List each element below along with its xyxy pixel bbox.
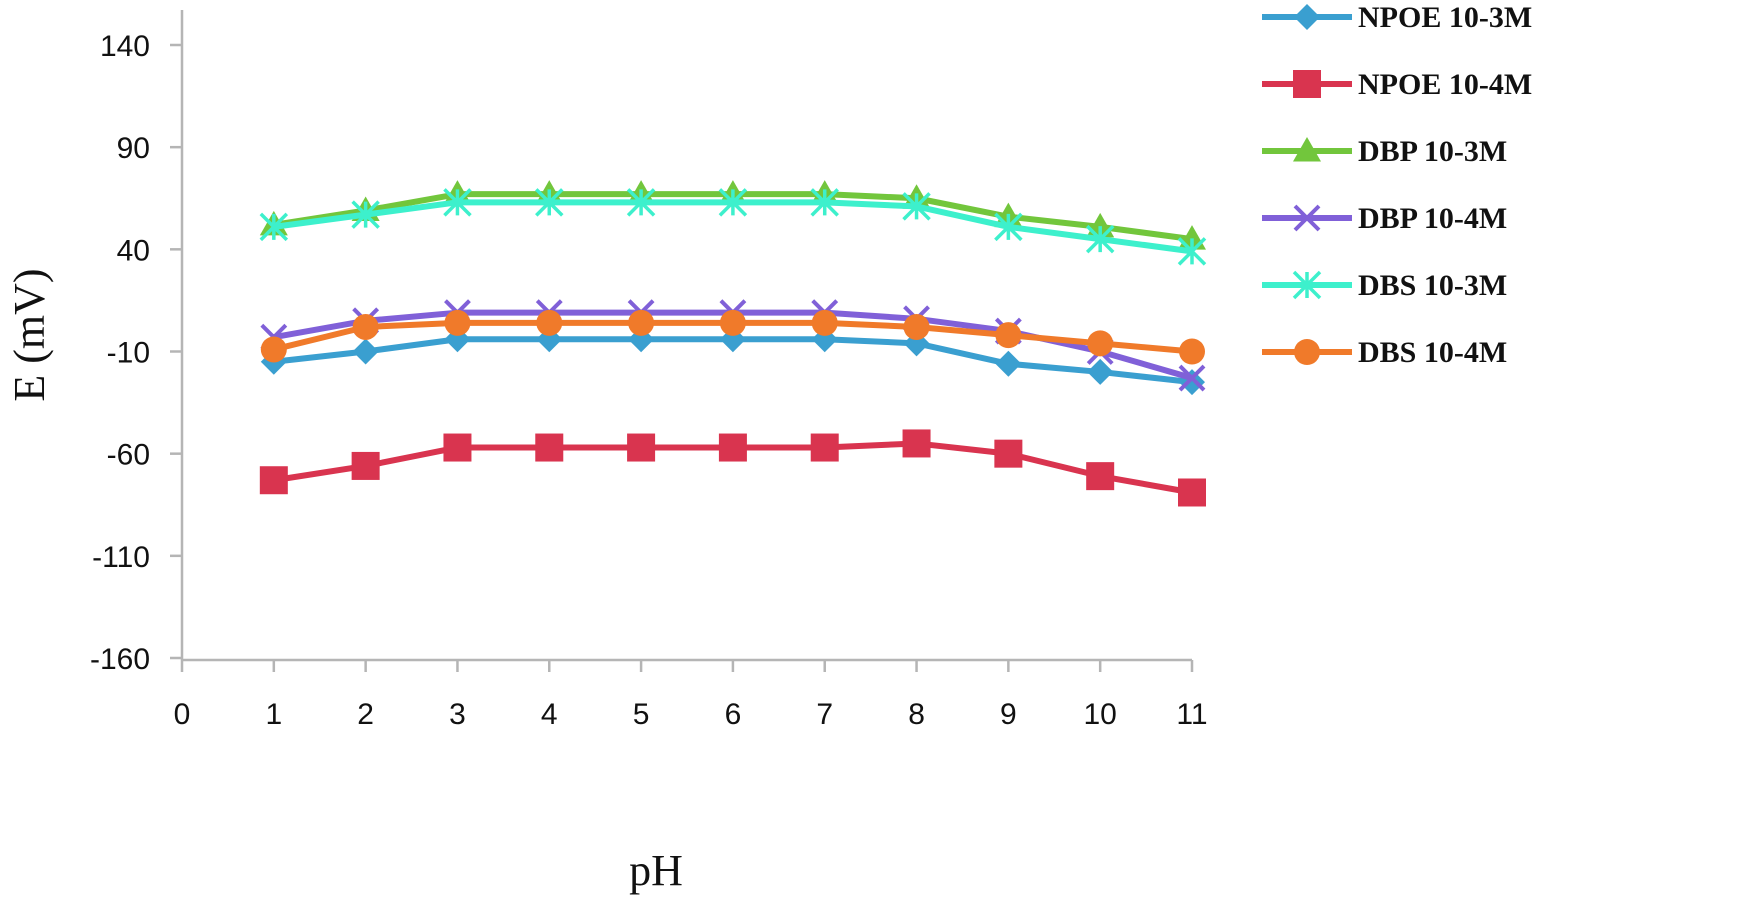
x-tick-label: 5	[633, 698, 650, 731]
data-point	[902, 192, 931, 221]
data-point	[443, 433, 472, 462]
data-point	[995, 350, 1022, 377]
y-tick-label: 40	[117, 234, 150, 267]
series-dbs-10-4m	[260, 309, 1205, 365]
legend-item: NPOE 10-4M	[1262, 68, 1532, 101]
data-point	[718, 433, 747, 462]
legend-marker	[1293, 204, 1321, 232]
data-point	[1177, 237, 1207, 266]
legend-marker	[1294, 4, 1320, 30]
x-tick-label: 1	[265, 698, 282, 731]
legend-marker	[1294, 339, 1320, 365]
legend-label: DBS 10-3M	[1358, 269, 1507, 302]
series-npoe-10-3m	[260, 326, 1205, 396]
x-tick-label: 10	[1083, 698, 1116, 731]
series-layer	[259, 180, 1207, 507]
y-tick-label: -10	[107, 337, 150, 370]
series-dbs-10-3m	[259, 188, 1207, 266]
data-point	[1086, 462, 1115, 491]
legend-label: DBP 10-3M	[1358, 135, 1507, 168]
x-tick-label: 6	[725, 698, 742, 731]
x-tick-label: 9	[1000, 698, 1017, 731]
data-point	[259, 466, 288, 495]
data-point	[628, 309, 655, 336]
axes	[180, 10, 1192, 662]
data-point	[1179, 338, 1205, 365]
data-point	[903, 313, 930, 340]
data-point	[1085, 224, 1115, 254]
legend-marker	[1293, 137, 1321, 162]
data-point	[535, 188, 564, 217]
x-tick-label: 11	[1176, 698, 1207, 731]
data-point	[719, 309, 746, 336]
data-point	[351, 200, 380, 229]
legend-item: DBS 10-3M	[1262, 269, 1507, 302]
x-tick-label: 2	[357, 698, 374, 731]
legend-label: NPOE 10-3M	[1358, 1, 1532, 34]
x-tick-label: 8	[908, 698, 925, 731]
data-point	[995, 322, 1022, 349]
data-point	[1178, 478, 1206, 507]
y-tick-label: 90	[117, 132, 150, 165]
y-axis-title: E (mV)	[5, 268, 54, 401]
legend-label: DBP 10-4M	[1358, 202, 1507, 235]
y-tick-label: -110	[92, 541, 150, 574]
data-point	[535, 433, 564, 462]
x-tick-label: 0	[174, 698, 191, 731]
series-npoe-10-4m	[259, 429, 1206, 507]
data-point	[994, 439, 1023, 468]
legend-label: DBS 10-4M	[1358, 336, 1507, 369]
y-ticks: 140 90 40 -10 -60 -110 -160	[90, 30, 182, 676]
legend-item: DBP 10-4M	[1262, 202, 1507, 235]
data-point	[1087, 330, 1114, 357]
legend-marker	[1293, 70, 1321, 98]
y-tick-label: 140	[100, 30, 150, 63]
x-tick-label: 3	[449, 698, 466, 731]
data-point	[902, 429, 931, 458]
legend-item: NPOE 10-3M	[1262, 1, 1532, 34]
data-point	[994, 212, 1023, 242]
data-point	[443, 188, 472, 217]
data-point	[259, 212, 289, 242]
data-point	[352, 338, 379, 365]
data-point	[718, 188, 748, 217]
data-point	[351, 451, 380, 480]
legend-label: NPOE 10-4M	[1358, 68, 1532, 101]
data-point	[536, 309, 563, 336]
x-axis-title: pH	[629, 846, 683, 895]
data-point	[810, 188, 839, 217]
data-point	[1087, 358, 1114, 385]
y-tick-label: -60	[107, 439, 150, 472]
x-ticks: 0 1 2 3 4 5 6 7 8 9 10 11	[174, 660, 1208, 731]
data-point	[260, 336, 287, 363]
legend-item: DBP 10-3M	[1262, 135, 1507, 168]
data-point	[626, 188, 656, 217]
legend: NPOE 10-3M NPOE 10-4M DBP 10-3M DBP 10-4M DB…	[1262, 1, 1532, 369]
data-point	[1178, 364, 1206, 392]
data-point	[352, 313, 379, 340]
legend-item: DBS 10-4M	[1262, 336, 1507, 369]
x-tick-label: 7	[816, 698, 833, 731]
y-tick-label: -160	[90, 643, 150, 676]
data-point	[810, 433, 839, 462]
x-tick-label: 4	[541, 698, 558, 731]
legend-marker	[1292, 270, 1322, 300]
data-point	[444, 309, 471, 336]
data-point	[811, 309, 838, 336]
data-point	[627, 433, 656, 462]
